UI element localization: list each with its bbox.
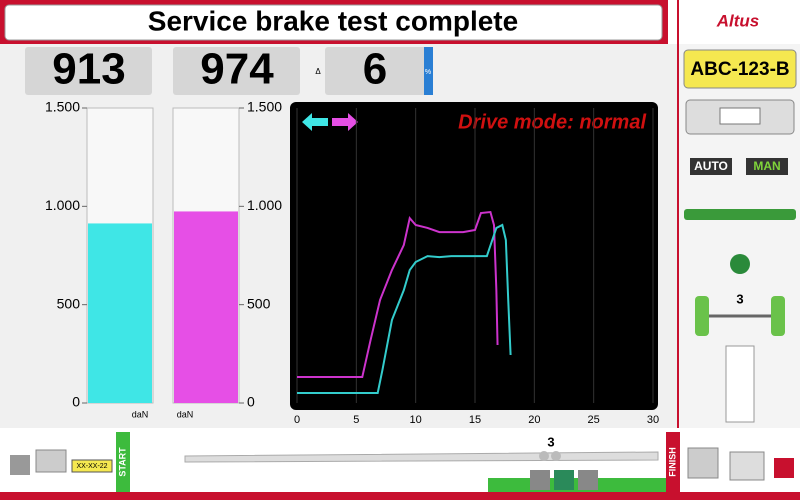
y-tick-label: 1.500 bbox=[45, 99, 80, 115]
y-tick-label: 500 bbox=[247, 295, 271, 311]
wheel bbox=[771, 296, 785, 336]
man-label: MAN bbox=[753, 159, 780, 173]
gauge-bar bbox=[174, 211, 238, 403]
x-tick-label: 30 bbox=[647, 414, 659, 426]
plate: ABC-123-B bbox=[690, 59, 789, 80]
series-line bbox=[297, 223, 512, 394]
gauge-unit: daN bbox=[132, 409, 149, 419]
tool-button[interactable] bbox=[578, 470, 598, 490]
x-tick-label: 10 bbox=[410, 414, 422, 426]
x-tick-label: 5 bbox=[353, 414, 359, 426]
y-tick-label: 1.500 bbox=[247, 99, 282, 115]
series-line bbox=[297, 210, 499, 379]
readout-box bbox=[25, 47, 152, 95]
delta-symbol: Δ bbox=[315, 67, 321, 76]
axle-number: 3 bbox=[736, 291, 743, 306]
folder-icon[interactable] bbox=[729, 451, 765, 481]
man-button[interactable] bbox=[746, 158, 788, 175]
y-tick-label: 1.000 bbox=[247, 197, 282, 213]
readout-box bbox=[325, 47, 433, 95]
delta-unit: % bbox=[425, 69, 431, 76]
slider-knob[interactable] bbox=[539, 451, 549, 461]
left-arrow bbox=[302, 113, 328, 131]
auto-label: AUTO bbox=[694, 159, 728, 173]
auto-button[interactable] bbox=[690, 158, 732, 175]
wheel-strip bbox=[684, 209, 796, 220]
delta-readout: 6 bbox=[363, 45, 387, 94]
truck-icon bbox=[719, 107, 761, 125]
brand-area bbox=[668, 0, 800, 44]
progress-band bbox=[488, 478, 666, 492]
left-readout: 913 bbox=[52, 45, 125, 94]
finish-label: FINISH bbox=[667, 447, 677, 477]
tool-icon[interactable] bbox=[10, 455, 30, 475]
wheel bbox=[695, 296, 709, 336]
finish-flag bbox=[666, 432, 680, 492]
x-tick-label: 15 bbox=[469, 414, 481, 426]
printer-icon[interactable] bbox=[687, 447, 719, 479]
level-box bbox=[725, 345, 755, 423]
start-label: START bbox=[117, 447, 127, 477]
title-box bbox=[4, 4, 663, 41]
footer-plate: XX-XX-22 bbox=[76, 463, 107, 470]
tool-button[interactable] bbox=[530, 470, 550, 490]
exit-icon[interactable] bbox=[774, 458, 794, 478]
title: Service brake test complete bbox=[148, 5, 518, 36]
start-flag bbox=[116, 432, 130, 492]
unit-strip bbox=[424, 47, 433, 95]
folder-icon[interactable] bbox=[35, 449, 67, 473]
x-tick-label: 20 bbox=[528, 414, 540, 426]
brand: Altus bbox=[716, 11, 760, 30]
y-tick-label: 0 bbox=[247, 394, 255, 410]
gauge-bar bbox=[88, 223, 152, 403]
footer-plate-box bbox=[71, 459, 113, 473]
plate-button[interactable] bbox=[683, 49, 797, 89]
right-readout: 974 bbox=[200, 45, 274, 94]
x-tick-label: 0 bbox=[294, 414, 300, 426]
gauge-unit: daN bbox=[177, 409, 194, 419]
slider-knob[interactable] bbox=[551, 451, 561, 461]
y-tick-label: 1.000 bbox=[45, 197, 80, 213]
step-number: 3 bbox=[547, 434, 554, 449]
x-tick-label: 25 bbox=[588, 414, 600, 426]
right-arrow bbox=[332, 113, 358, 131]
tool-button[interactable] bbox=[554, 470, 574, 490]
y-tick-label: 500 bbox=[57, 295, 81, 311]
readout-box bbox=[173, 47, 300, 95]
graph-title: Drive mode: normal bbox=[458, 111, 646, 133]
y-tick-label: 0 bbox=[72, 394, 80, 410]
footer-band bbox=[0, 492, 800, 500]
motor-icon bbox=[730, 254, 750, 274]
